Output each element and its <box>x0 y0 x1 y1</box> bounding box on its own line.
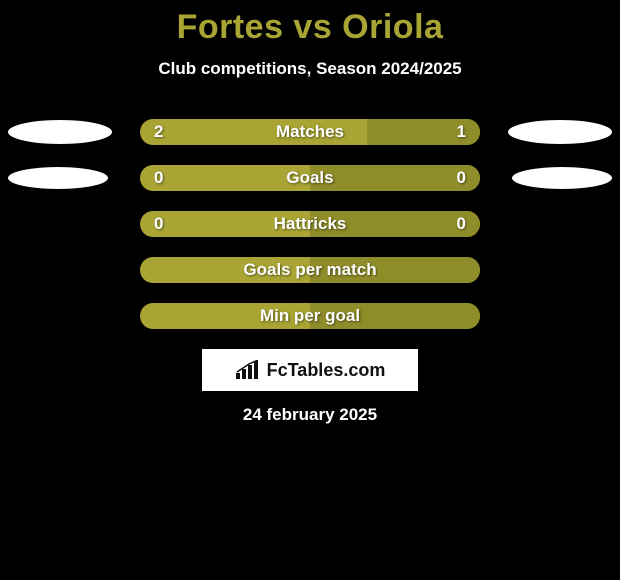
stat-value-left: 0 <box>140 211 177 237</box>
comparison-card: Fortes vs Oriola Club competitions, Seas… <box>0 0 620 425</box>
player-avatar-left <box>8 120 112 144</box>
stat-row: Matches21 <box>0 119 620 145</box>
page-subtitle: Club competitions, Season 2024/2025 <box>0 59 620 79</box>
stat-bar-right-segment <box>310 165 480 191</box>
player-avatar-right <box>508 120 612 144</box>
stat-bar-right-segment <box>310 257 480 283</box>
chart-icon <box>235 360 261 380</box>
stat-row: Goals00 <box>0 165 620 191</box>
stat-bar-right-segment <box>310 303 480 329</box>
page-title: Fortes vs Oriola <box>0 8 620 47</box>
stat-bar: Goals per match <box>140 257 480 283</box>
stat-bar-right-segment <box>310 211 480 237</box>
stat-row: Hattricks00 <box>0 211 620 237</box>
stat-bar: Goals00 <box>140 165 480 191</box>
stat-bar: Matches21 <box>140 119 480 145</box>
stat-bar-right-segment <box>367 119 480 145</box>
stat-rows: Matches21 Goals00 Hattricks00 Goals per mat… <box>0 119 620 329</box>
stat-bar: Hattricks00 <box>140 211 480 237</box>
stat-row: Min per goal <box>0 303 620 329</box>
source-badge-text: FcTables.com <box>267 360 386 381</box>
stat-bar: Min per goal <box>140 303 480 329</box>
player-avatar-right <box>512 167 612 189</box>
player-avatar-left <box>8 167 108 189</box>
date-label: 24 february 2025 <box>0 405 620 425</box>
stat-value-left: 2 <box>140 119 177 145</box>
stat-value-left: 0 <box>140 165 177 191</box>
stat-row: Goals per match <box>0 257 620 283</box>
source-badge: FcTables.com <box>202 349 418 391</box>
